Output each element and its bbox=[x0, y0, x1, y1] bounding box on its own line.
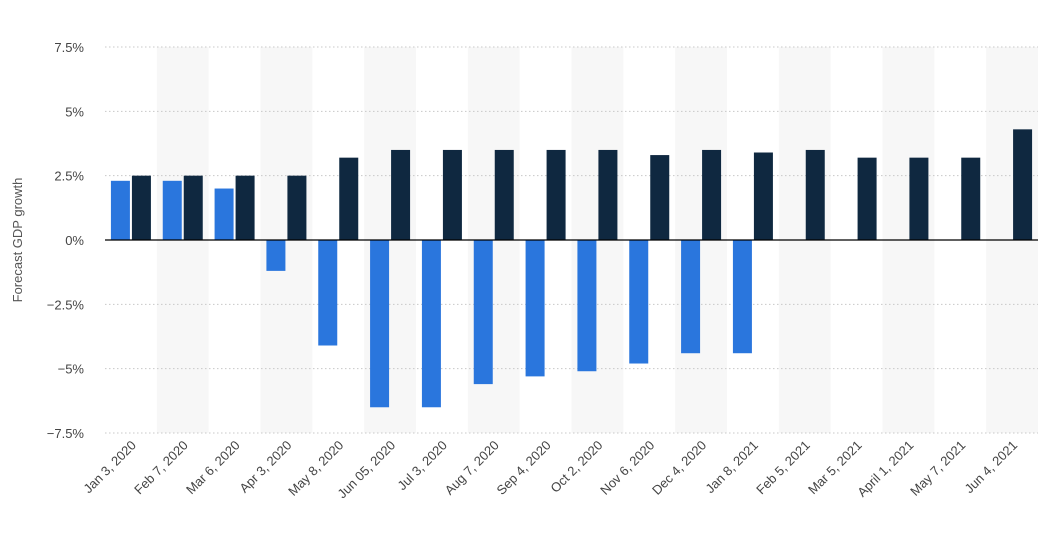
bar-series-2 bbox=[1013, 129, 1032, 240]
bar-series-2 bbox=[598, 150, 617, 240]
x-tick-label: April 1, 2021 bbox=[854, 438, 916, 500]
bar-series-2 bbox=[806, 150, 825, 240]
bar-series-1 bbox=[629, 240, 648, 364]
bar-series-1 bbox=[163, 181, 182, 240]
y-tick-label: −2.5% bbox=[47, 297, 85, 312]
y-tick-label: 2.5% bbox=[54, 169, 84, 184]
bar-series-2 bbox=[339, 158, 358, 240]
x-tick-label: Sep 4, 2020 bbox=[494, 438, 554, 498]
bar-series-1 bbox=[526, 240, 545, 376]
bar-series-1 bbox=[370, 240, 389, 407]
bar-series-2 bbox=[443, 150, 462, 240]
bar-series-1 bbox=[474, 240, 493, 384]
bar-series-2 bbox=[650, 155, 669, 240]
bar-series-2 bbox=[547, 150, 566, 240]
x-tick-label: Nov 6, 2020 bbox=[597, 438, 657, 498]
x-tick-label: Feb 7, 2020 bbox=[131, 438, 191, 498]
bar-series-1 bbox=[318, 240, 337, 346]
x-tick-label: Mar 6, 2020 bbox=[183, 438, 243, 498]
bar-series-1 bbox=[733, 240, 752, 353]
bar-series-2 bbox=[236, 176, 255, 240]
y-tick-label: 0% bbox=[65, 233, 84, 248]
bar-series-2 bbox=[909, 158, 928, 240]
bar-series-1 bbox=[266, 240, 285, 271]
y-tick-label: −7.5% bbox=[47, 426, 85, 441]
x-tick-label: Jan 8, 2021 bbox=[702, 438, 761, 497]
x-tick-label: Feb 5, 2021 bbox=[753, 438, 813, 498]
bar-series-2 bbox=[961, 158, 980, 240]
bar-series-1 bbox=[681, 240, 700, 353]
y-axis-title: Forecast GDP growth bbox=[10, 178, 25, 303]
bar-series-2 bbox=[702, 150, 721, 240]
x-tick-label: Aug 7, 2020 bbox=[442, 438, 502, 498]
bar-series-1 bbox=[215, 189, 234, 240]
bar-series-2 bbox=[391, 150, 410, 240]
bar-series-1 bbox=[422, 240, 441, 407]
y-tick-labels: 7.5% 5% 2.5% 0% −2.5% −5% −7.5% bbox=[47, 40, 85, 441]
bar-series-1 bbox=[111, 181, 130, 240]
bar-series-2 bbox=[287, 176, 306, 240]
bar-series-1 bbox=[577, 240, 596, 371]
y-tick-label: 5% bbox=[65, 104, 84, 119]
x-tick-label: Jan 3, 2020 bbox=[80, 438, 139, 497]
x-tick-label: Jun 4, 2021 bbox=[962, 438, 1021, 497]
bar-series-2 bbox=[132, 176, 151, 240]
x-tick-label: May 7, 2021 bbox=[907, 438, 968, 499]
y-tick-label: −5% bbox=[58, 362, 85, 377]
bar-series-2 bbox=[754, 153, 773, 240]
bar-series-2 bbox=[858, 158, 877, 240]
bar-series-2 bbox=[184, 176, 203, 240]
y-tick-label: 7.5% bbox=[54, 40, 84, 55]
x-tick-label: Dec 4, 2020 bbox=[649, 438, 709, 498]
x-tick-label: Jul 3, 2020 bbox=[394, 438, 450, 494]
bar-series-2 bbox=[495, 150, 514, 240]
